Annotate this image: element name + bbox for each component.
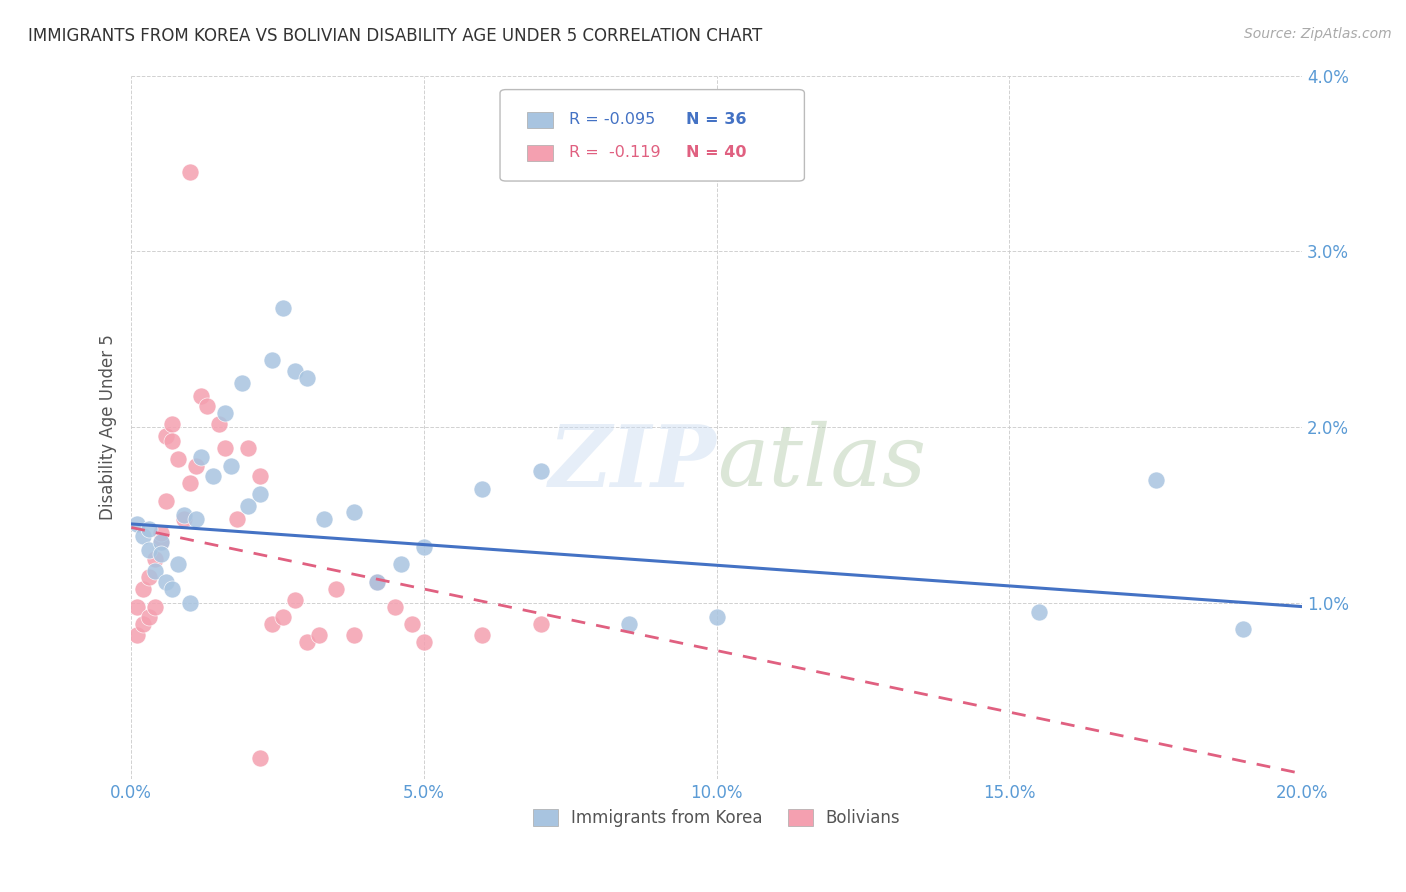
Point — [343, 628, 366, 642]
Point — [155, 429, 177, 443]
Point — [530, 617, 553, 632]
Point — [160, 434, 183, 449]
Point — [238, 500, 260, 514]
Point — [389, 558, 412, 572]
Point — [179, 476, 201, 491]
Point — [273, 610, 295, 624]
Point — [127, 599, 149, 614]
Point — [284, 364, 307, 378]
Y-axis label: Disability Age Under 5: Disability Age Under 5 — [100, 334, 117, 520]
Point — [143, 599, 166, 614]
Point — [127, 628, 149, 642]
Point — [249, 751, 271, 765]
Point — [179, 596, 201, 610]
Text: IMMIGRANTS FROM KOREA VS BOLIVIAN DISABILITY AGE UNDER 5 CORRELATION CHART: IMMIGRANTS FROM KOREA VS BOLIVIAN DISABI… — [28, 27, 762, 45]
Point — [325, 582, 347, 596]
Point — [295, 371, 318, 385]
Point — [190, 388, 212, 402]
Point — [155, 574, 177, 589]
FancyBboxPatch shape — [501, 89, 804, 181]
Point — [1232, 623, 1254, 637]
FancyBboxPatch shape — [527, 145, 553, 161]
Text: Source: ZipAtlas.com: Source: ZipAtlas.com — [1244, 27, 1392, 41]
Point — [149, 525, 172, 540]
Point — [167, 451, 190, 466]
Text: R = -0.095: R = -0.095 — [569, 112, 655, 128]
Text: N = 36: N = 36 — [686, 112, 747, 128]
Point — [308, 628, 330, 642]
Point — [413, 634, 436, 648]
Point — [1028, 605, 1050, 619]
Point — [401, 617, 423, 632]
Point — [149, 534, 172, 549]
Point — [219, 458, 242, 473]
Point — [413, 540, 436, 554]
Point — [225, 511, 247, 525]
Point — [471, 628, 494, 642]
Point — [167, 558, 190, 572]
Legend: Immigrants from Korea, Bolivians: Immigrants from Korea, Bolivians — [526, 803, 907, 834]
Point — [617, 617, 640, 632]
Text: ZIP: ZIP — [548, 421, 717, 504]
Point — [184, 458, 207, 473]
Text: R =  -0.119: R = -0.119 — [569, 145, 661, 161]
Point — [238, 442, 260, 456]
Point — [184, 511, 207, 525]
Point — [149, 547, 172, 561]
Point — [260, 617, 283, 632]
Point — [202, 469, 225, 483]
Point — [260, 353, 283, 368]
Point — [138, 543, 160, 558]
Point — [366, 574, 388, 589]
Point — [143, 552, 166, 566]
Point — [706, 610, 728, 624]
Point — [132, 617, 155, 632]
Point — [132, 582, 155, 596]
Point — [143, 565, 166, 579]
Point — [1144, 473, 1167, 487]
Point — [384, 599, 406, 614]
Point — [284, 592, 307, 607]
Point — [249, 487, 271, 501]
Point — [214, 442, 236, 456]
Point — [190, 450, 212, 464]
Point — [138, 522, 160, 536]
Point — [314, 511, 336, 525]
Point — [249, 469, 271, 483]
Point — [149, 534, 172, 549]
Point — [231, 376, 253, 391]
Point — [160, 417, 183, 431]
Point — [214, 406, 236, 420]
Point — [160, 582, 183, 596]
Point — [138, 610, 160, 624]
Point — [127, 516, 149, 531]
Point — [173, 511, 195, 525]
Point — [138, 570, 160, 584]
Point — [195, 399, 218, 413]
Point — [155, 494, 177, 508]
Point — [530, 464, 553, 478]
FancyBboxPatch shape — [527, 112, 553, 128]
Point — [273, 301, 295, 315]
Point — [295, 634, 318, 648]
Point — [173, 508, 195, 523]
Point — [179, 165, 201, 179]
Point — [208, 417, 231, 431]
Text: N = 40: N = 40 — [686, 145, 747, 161]
Point — [366, 574, 388, 589]
Point — [343, 505, 366, 519]
Point — [471, 482, 494, 496]
Text: atlas: atlas — [717, 421, 925, 504]
Point — [132, 529, 155, 543]
